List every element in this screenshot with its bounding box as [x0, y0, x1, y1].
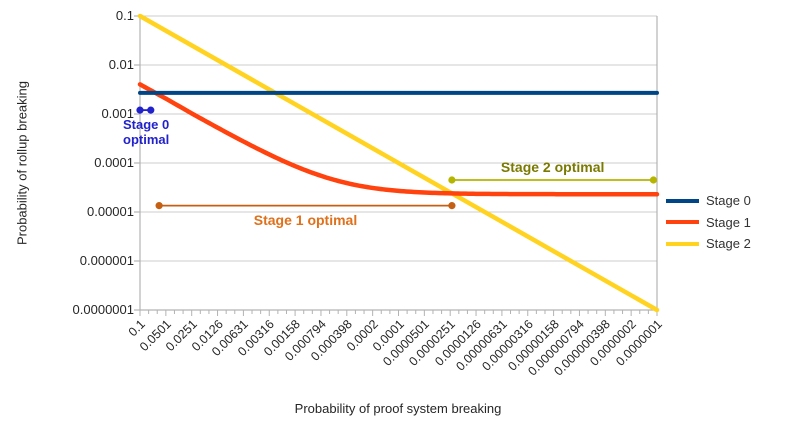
- stage1-optimal-label: Stage 1 optimal: [253, 212, 358, 228]
- legend-label: Stage 1: [706, 214, 751, 230]
- legend-swatch: [666, 241, 699, 246]
- stage2-optimal-label: Stage 2 optimal: [500, 159, 605, 175]
- series-line-stage-1: [137, 82, 660, 197]
- legend-swatch: [666, 198, 699, 203]
- y-tick-label: 0.001: [101, 106, 134, 121]
- stage0-optimal-label: Stage 0 optimal: [123, 117, 170, 147]
- stage2-optimal-end-dot: [649, 176, 658, 184]
- legend-item-stage-2: Stage 2: [666, 233, 751, 255]
- y-tick-label: 0.00001: [87, 204, 134, 219]
- stage0-optimal-start-dot: [136, 106, 144, 114]
- legend-label: Stage 0: [706, 193, 751, 209]
- stage2-optimal-start-dot: [448, 176, 456, 184]
- legend: Stage 0 Stage 1 Stage 2: [666, 190, 751, 255]
- stage1-optimal-end-dot: [448, 202, 456, 210]
- legend-item-stage-0: Stage 0: [666, 190, 751, 212]
- x-axis-title: Probability of proof system breaking: [294, 401, 502, 416]
- legend-item-stage-1: Stage 1: [666, 212, 751, 234]
- legend-swatch: [666, 220, 699, 225]
- y-tick-label: 0.0000001: [72, 302, 134, 317]
- y-tick-label: 0.0001: [94, 155, 134, 170]
- stage1-optimal-start-dot: [155, 202, 163, 210]
- y-tick-label: 0.01: [108, 57, 134, 72]
- series-line-stage-2: [137, 13, 660, 313]
- stage0-optimal-end-dot: [147, 106, 155, 114]
- y-axis-title: Probability of rollup breaking: [14, 80, 30, 246]
- y-tick-label: 0.1: [115, 8, 134, 23]
- legend-label: Stage 2: [706, 236, 751, 252]
- y-tick-label: 0.000001: [79, 253, 134, 268]
